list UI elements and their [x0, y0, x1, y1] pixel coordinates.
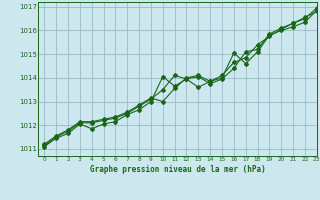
X-axis label: Graphe pression niveau de la mer (hPa): Graphe pression niveau de la mer (hPa): [90, 165, 266, 174]
